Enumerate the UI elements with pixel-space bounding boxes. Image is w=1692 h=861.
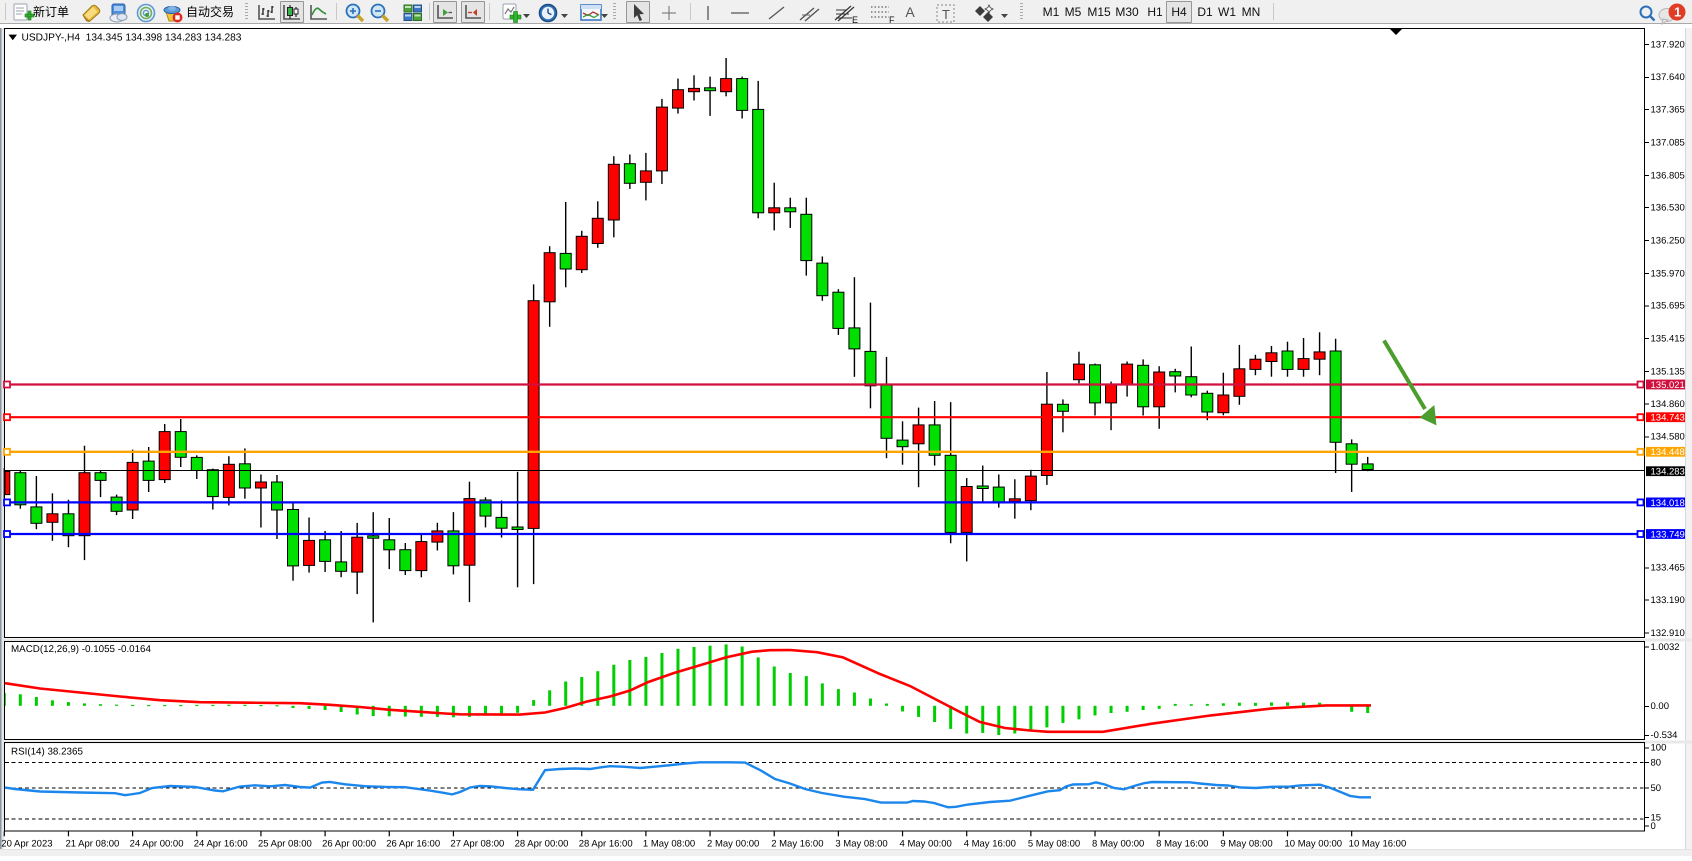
svg-text:8 May 00:00: 8 May 00:00 <box>1092 839 1144 850</box>
svg-text:-0.534: -0.534 <box>1651 730 1678 741</box>
svg-text:135.135: 135.135 <box>1651 367 1685 378</box>
svg-text:24 Apr 16:00: 24 Apr 16:00 <box>194 839 248 850</box>
svg-text:E: E <box>852 15 858 25</box>
svg-text:137.920: 137.920 <box>1651 39 1685 50</box>
svg-text:134.580: 134.580 <box>1651 432 1685 443</box>
svg-text:134.018: 134.018 <box>1651 498 1685 509</box>
svg-text:1: 1 <box>1674 4 1681 19</box>
svg-text:4 May 16:00: 4 May 16:00 <box>964 839 1016 850</box>
svg-text:3 May 08:00: 3 May 08:00 <box>835 839 887 850</box>
svg-text:5 May 08:00: 5 May 08:00 <box>1028 839 1080 850</box>
svg-text:134.283: 134.283 <box>1651 467 1685 478</box>
svg-text:1 May 08:00: 1 May 08:00 <box>643 839 695 850</box>
svg-text:9 May 08:00: 9 May 08:00 <box>1220 839 1272 850</box>
svg-text:8 May 16:00: 8 May 16:00 <box>1156 839 1208 850</box>
svg-text:0: 0 <box>1651 821 1656 832</box>
svg-text:80: 80 <box>1651 757 1662 768</box>
svg-text:1.0032: 1.0032 <box>1651 642 1680 653</box>
svg-text:25 Apr 08:00: 25 Apr 08:00 <box>258 839 312 850</box>
svg-text:26 Apr 16:00: 26 Apr 16:00 <box>386 839 440 850</box>
svg-text:136.250: 136.250 <box>1651 236 1685 247</box>
svg-text:132.910: 132.910 <box>1651 628 1685 639</box>
svg-text:136.530: 136.530 <box>1651 203 1685 214</box>
svg-text:100: 100 <box>1651 743 1667 754</box>
svg-text:137.085: 137.085 <box>1651 137 1685 148</box>
svg-text:133.190: 133.190 <box>1651 595 1685 606</box>
svg-text:2 May 00:00: 2 May 00:00 <box>707 839 759 850</box>
svg-text:135.415: 135.415 <box>1651 334 1685 345</box>
svg-text:134.860: 134.860 <box>1651 399 1685 410</box>
svg-text:135.970: 135.970 <box>1651 268 1685 279</box>
svg-text:MACD(12,26,9) -0.1055 -0.0164: MACD(12,26,9) -0.1055 -0.0164 <box>11 644 152 655</box>
svg-text:F: F <box>889 15 895 25</box>
svg-text:20 Apr 2023: 20 Apr 2023 <box>1 839 52 850</box>
svg-text:134.448: 134.448 <box>1651 447 1685 458</box>
svg-text:135.695: 135.695 <box>1651 301 1685 312</box>
svg-text:4 May 00:00: 4 May 00:00 <box>900 839 952 850</box>
svg-text:137.365: 137.365 <box>1651 105 1685 116</box>
svg-text:50: 50 <box>1651 783 1662 794</box>
svg-text:10 May 00:00: 10 May 00:00 <box>1285 839 1343 850</box>
svg-text:24 Apr 00:00: 24 Apr 00:00 <box>130 839 184 850</box>
svg-text:137.640: 137.640 <box>1651 72 1685 83</box>
svg-text:RSI(14) 38.2365: RSI(14) 38.2365 <box>11 747 83 758</box>
svg-text:27 Apr 08:00: 27 Apr 08:00 <box>450 839 504 850</box>
svg-text:0.00: 0.00 <box>1651 701 1670 712</box>
svg-text:133.465: 133.465 <box>1651 563 1685 574</box>
svg-text:10 May 16:00: 10 May 16:00 <box>1349 839 1407 850</box>
svg-text:28 Apr 00:00: 28 Apr 00:00 <box>515 839 569 850</box>
svg-text:T: T <box>942 7 950 22</box>
svg-text:135.021: 135.021 <box>1651 380 1685 391</box>
svg-text:26 Apr 00:00: 26 Apr 00:00 <box>322 839 376 850</box>
svg-text:USDJPY-,H4 134.345 134.398 13: USDJPY-,H4 134.345 134.398 134.283 134.2… <box>22 33 242 44</box>
svg-text:133.749: 133.749 <box>1651 529 1685 540</box>
svg-text:15: 15 <box>1651 812 1662 823</box>
svg-text:28 Apr 16:00: 28 Apr 16:00 <box>579 839 633 850</box>
svg-text:134.743: 134.743 <box>1651 413 1685 424</box>
svg-text:2 May 16:00: 2 May 16:00 <box>771 839 823 850</box>
svg-text:21 Apr 08:00: 21 Apr 08:00 <box>65 839 119 850</box>
svg-text:136.805: 136.805 <box>1651 170 1685 181</box>
